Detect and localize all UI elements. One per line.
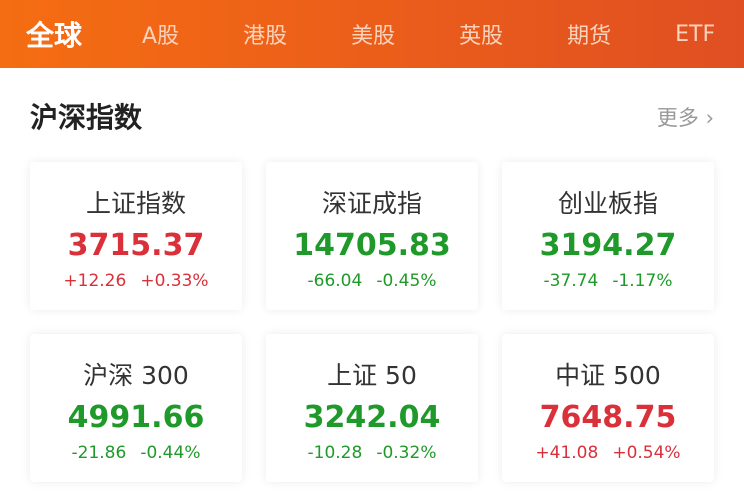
change-percent: -0.45%	[376, 271, 437, 291]
index-name: 深证成指	[321, 189, 422, 218]
change-amount: -66.04	[307, 271, 363, 291]
index-name: 上证 50	[327, 361, 417, 390]
tab-us[interactable]: 美股	[351, 24, 396, 49]
index-name: 中证 500	[555, 361, 661, 390]
tab-uk[interactable]: 英股	[459, 24, 504, 49]
section-title: 沪深指数	[30, 101, 143, 134]
tab-futures[interactable]: 期货	[567, 24, 612, 49]
index-section: 沪深指数 更多 › 上证指数 3715.37 +12.26 +0.33% 深证成指 …	[0, 68, 744, 499]
index-change: +12.26 +0.33%	[30, 271, 242, 291]
index-change: -21.86 -0.44%	[30, 443, 242, 463]
index-change: -10.28 -0.32%	[266, 443, 478, 463]
index-value: 3715.37	[67, 228, 205, 263]
index-name: 上证指数	[85, 189, 186, 218]
index-name: 沪深 300	[83, 361, 189, 390]
index-change: +41.08 +0.54%	[502, 443, 714, 463]
index-value: 4991.66	[67, 400, 205, 435]
index-value: 14705.83	[293, 228, 451, 263]
tab-a-shares[interactable]: A股	[142, 24, 180, 49]
index-value: 7648.75	[539, 400, 677, 435]
tab-global[interactable]: 全球	[26, 19, 83, 52]
index-card[interactable]: 中证 500 7648.75 +41.08 +0.54%	[502, 334, 714, 482]
index-value: 3242.04	[303, 400, 441, 435]
tab-etf[interactable]: ETF	[675, 21, 716, 47]
change-amount: +12.26	[63, 271, 127, 291]
change-amount: -37.74	[543, 271, 599, 291]
change-percent: -0.32%	[376, 443, 437, 463]
index-card[interactable]: 上证指数 3715.37 +12.26 +0.33%	[30, 162, 242, 310]
index-grid: 上证指数 3715.37 +12.26 +0.33% 深证成指 14705.83 -…	[30, 162, 714, 482]
change-amount: -21.86	[71, 443, 127, 463]
index-card[interactable]: 上证 50 3242.04 -10.28 -0.32%	[266, 334, 478, 482]
index-change: -66.04 -0.45%	[266, 271, 478, 291]
change-percent: -0.44%	[140, 443, 201, 463]
tab-hk[interactable]: 港股	[243, 24, 288, 49]
index-card[interactable]: 创业板指 3194.27 -37.74 -1.17%	[502, 162, 714, 310]
more-link[interactable]: 更多 ›	[656, 106, 714, 130]
index-card[interactable]: 深证成指 14705.83 -66.04 -0.45%	[266, 162, 478, 310]
index-value: 3194.27	[539, 228, 677, 263]
change-percent: +0.54%	[612, 443, 681, 463]
change-amount: -10.28	[307, 443, 363, 463]
change-percent: -1.17%	[612, 271, 673, 291]
index-change: -37.74 -1.17%	[502, 271, 714, 291]
market-tabs: 全球 A股 港股 美股 英股 期货 ETF	[0, 0, 744, 68]
change-percent: +0.33%	[140, 271, 209, 291]
index-card[interactable]: 沪深 300 4991.66 -21.86 -0.44%	[30, 334, 242, 482]
index-name: 创业板指	[557, 189, 658, 218]
change-amount: +41.08	[535, 443, 599, 463]
